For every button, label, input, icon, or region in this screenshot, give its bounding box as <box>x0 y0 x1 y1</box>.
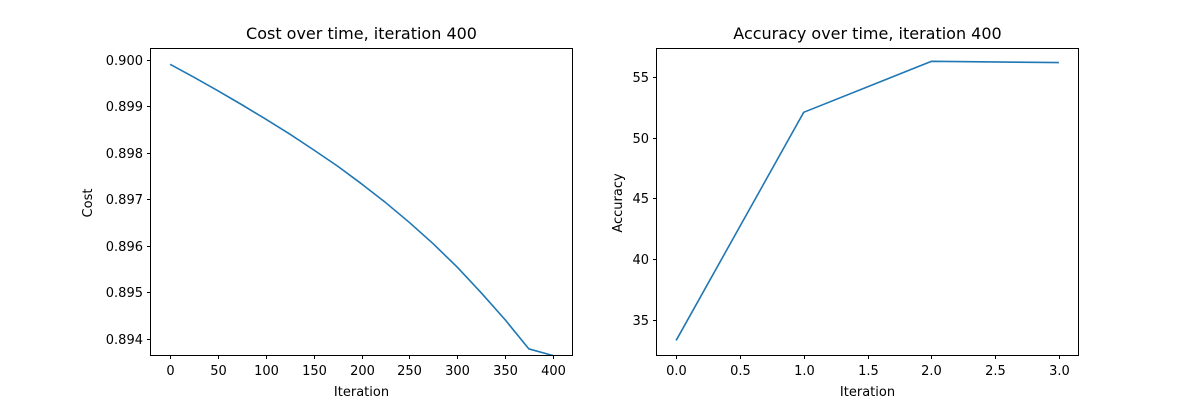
accuracy-chart-ytick-label: 50 <box>632 132 649 147</box>
cost-chart-xtick-label: 50 <box>210 364 227 379</box>
cost-chart-ytick-label: 0.897 <box>106 193 143 208</box>
cost-chart: Cost over time, iteration 400 Iteration … <box>81 24 573 400</box>
cost-chart-ytick-label: 0.898 <box>106 147 143 162</box>
cost-chart-series-line <box>169 63 554 357</box>
accuracy-chart-xtick-label: 1.5 <box>858 364 879 379</box>
accuracy-chart-xtick-label: 2.5 <box>985 364 1006 379</box>
accuracy-chart-plot-area <box>675 60 1059 341</box>
cost-chart-xtick-label: 150 <box>302 364 327 379</box>
accuracy-chart-xtick-label: 1.0 <box>794 364 815 379</box>
accuracy-chart-title: Accuracy over time, iteration 400 <box>733 24 1001 43</box>
cost-chart-frame <box>150 48 573 356</box>
accuracy-chart-xtick-label: 2.0 <box>921 364 942 379</box>
accuracy-chart-ylabel: Accuracy <box>611 173 626 233</box>
cost-chart-xtick-label: 100 <box>254 364 279 379</box>
accuracy-chart-ytick-label: 55 <box>632 71 649 86</box>
cost-chart-ytick-label: 0.900 <box>106 54 143 69</box>
accuracy-chart-ticks: 0.0 0.5 1.0 1.5 2.0 2.5 3.0 35 40 45 50 55 <box>632 71 1069 379</box>
cost-chart-ytick-label: 0.896 <box>106 240 143 255</box>
cost-chart-xtick-label: 300 <box>445 364 470 379</box>
accuracy-chart-xtick-label: 3.0 <box>1049 364 1070 379</box>
cost-chart-xtick-label: 350 <box>493 364 518 379</box>
accuracy-chart-ytick-label: 35 <box>632 314 649 329</box>
accuracy-chart-ytick-label: 40 <box>632 253 649 268</box>
cost-chart-ytick-label: 0.899 <box>106 100 143 115</box>
cost-chart-ticks: 0 50 100 150 200 250 300 350 400 0.894 0.895 0.896 0… <box>106 54 566 379</box>
cost-chart-ytick-label: 0.894 <box>106 333 143 348</box>
accuracy-chart-xtick-label: 0.5 <box>730 364 751 379</box>
accuracy-chart-series-line <box>675 60 1059 341</box>
cost-chart-xtick-label: 250 <box>397 364 422 379</box>
cost-chart-ytick-label: 0.895 <box>106 286 143 301</box>
accuracy-chart-xtick-label: 0.0 <box>666 364 687 379</box>
accuracy-chart-ytick-label: 45 <box>632 192 649 207</box>
cost-chart-xtick-label: 400 <box>541 364 566 379</box>
accuracy-chart-frame <box>656 48 1079 356</box>
accuracy-chart-xlabel: Iteration <box>840 385 895 400</box>
cost-chart-ylabel: Cost <box>81 189 96 218</box>
cost-chart-title: Cost over time, iteration 400 <box>246 24 477 43</box>
accuracy-chart: Accuracy over time, iteration 400 Iterat… <box>611 24 1079 400</box>
cost-chart-xlabel: Iteration <box>334 385 389 400</box>
cost-chart-xtick-label: 200 <box>350 364 375 379</box>
cost-chart-xtick-label: 0 <box>166 364 174 379</box>
cost-chart-plot-area <box>169 63 554 357</box>
